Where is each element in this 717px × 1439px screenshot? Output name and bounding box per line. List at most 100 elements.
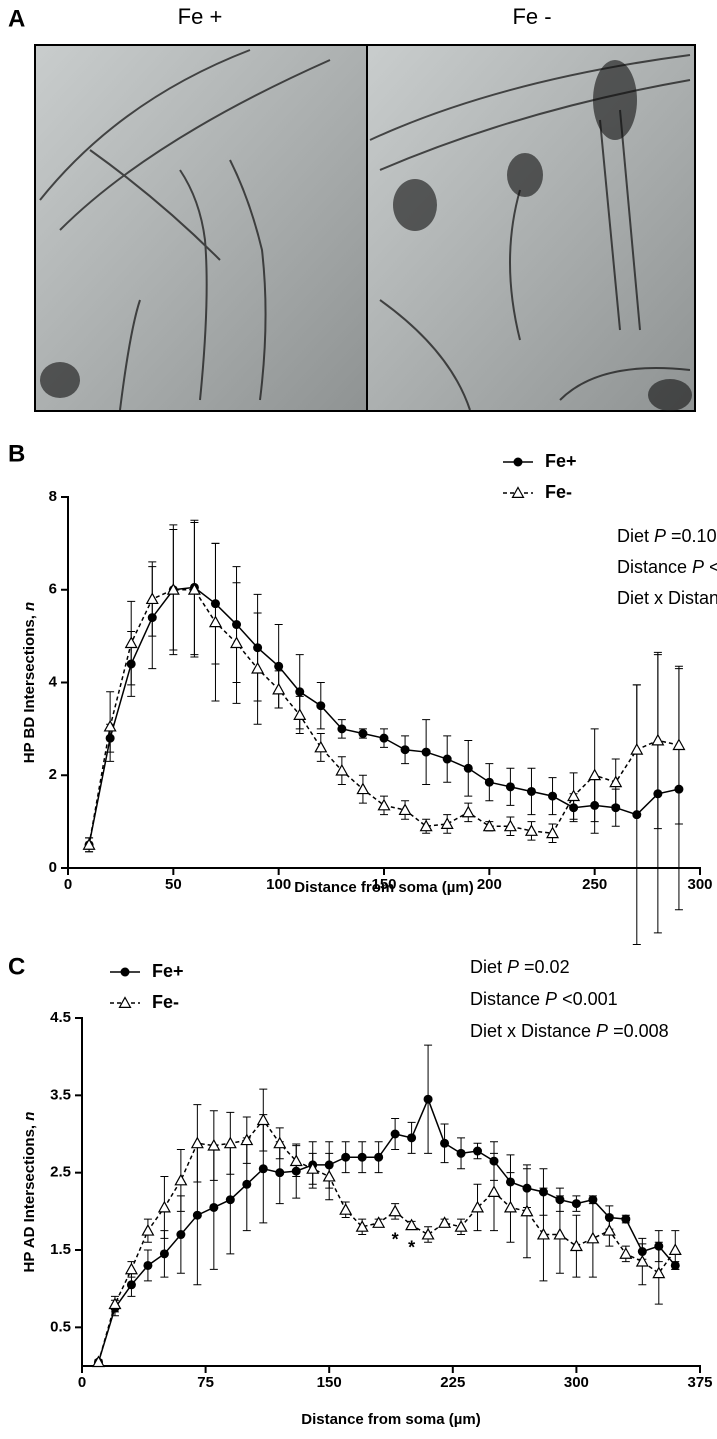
x-tick-label: 75: [197, 1374, 214, 1391]
legend-label: Fe-: [545, 482, 572, 502]
marker: [374, 1152, 384, 1162]
marker: [668, 1243, 682, 1256]
marker: [440, 1138, 450, 1148]
y-axis-label-part: HP BD Intersections,: [21, 611, 38, 763]
legend-label: Fe-: [152, 992, 179, 1012]
y-axis-label-part: n: [21, 602, 38, 611]
marker: [337, 724, 347, 734]
marker: [536, 1227, 550, 1240]
marker: [471, 1200, 485, 1213]
marker: [588, 768, 602, 781]
marker: [520, 1204, 534, 1217]
marker: [335, 763, 349, 776]
marker: [503, 819, 517, 832]
marker: [524, 824, 538, 836]
x-tick-label: 225: [440, 1374, 465, 1391]
marker: [672, 738, 686, 751]
legend-marker: [118, 996, 132, 1009]
annotation: Distance P <0.001: [617, 557, 717, 577]
marker: [571, 1199, 581, 1209]
marker: [357, 1152, 367, 1162]
marker: [438, 1216, 452, 1228]
annotation-part: Diet: [470, 957, 507, 977]
marker: [440, 817, 454, 829]
annotation: Distance P <0.001: [470, 989, 618, 1009]
marker: [225, 1195, 235, 1205]
marker: [322, 1169, 336, 1182]
y-tick-label: 0.5: [50, 1318, 71, 1335]
marker: [505, 782, 515, 792]
marker: [306, 1162, 320, 1174]
annotation-part: P: [596, 1021, 608, 1041]
x-tick-label: 0: [78, 1374, 86, 1391]
marker: [487, 1185, 501, 1198]
annotation-part: =0.02: [519, 957, 570, 977]
marker: [272, 682, 286, 695]
marker: [209, 1202, 219, 1212]
marker: [400, 745, 410, 755]
marker: [124, 636, 138, 649]
y-axis-label-part: n: [21, 1112, 38, 1121]
marker: [91, 1355, 105, 1368]
marker: [398, 803, 412, 816]
marker: [103, 719, 117, 732]
marker: [652, 1266, 666, 1279]
legend-marker: [120, 967, 130, 977]
marker: [275, 1168, 285, 1178]
marker: [630, 743, 644, 755]
marker: [242, 1179, 252, 1189]
marker: [651, 733, 665, 746]
significance-mark: *: [408, 1237, 415, 1257]
legend-marker: [513, 457, 523, 467]
y-axis-label-part: HP AD Intersections,: [21, 1121, 38, 1273]
series-line: [97, 1097, 676, 1363]
annotation: Diet P =0.02: [470, 957, 570, 977]
marker: [192, 1210, 202, 1220]
marker: [289, 1154, 303, 1167]
x-tick-label: 100: [266, 876, 291, 893]
annotation-part: Diet x Distance: [470, 1021, 596, 1041]
marker: [619, 1247, 633, 1259]
marker: [141, 1223, 155, 1236]
marker: [316, 701, 326, 711]
marker: [377, 798, 391, 811]
x-axis-label: Distance from soma (µm): [294, 879, 474, 896]
annotation-part: Diet x Distance: [617, 588, 717, 608]
marker: [358, 729, 368, 739]
marker: [187, 583, 201, 595]
y-tick-label: 6: [49, 581, 57, 598]
marker: [207, 1138, 221, 1151]
marker: [176, 1230, 186, 1240]
annotation-part: =0.008: [608, 1021, 669, 1041]
y-tick-label: 2.5: [50, 1164, 71, 1181]
x-tick-label: 300: [687, 876, 712, 893]
x-tick-label: 150: [317, 1374, 342, 1391]
marker: [124, 1262, 138, 1275]
y-tick-label: 4.5: [50, 1009, 71, 1026]
marker: [126, 1280, 136, 1290]
marker: [407, 1133, 417, 1143]
y-tick-label: 1.5: [50, 1241, 71, 1258]
marker: [456, 1148, 466, 1158]
marker: [635, 1254, 649, 1267]
marker: [621, 1214, 631, 1224]
annotation-part: Distance: [617, 557, 692, 577]
annotation-part: P: [654, 526, 666, 546]
marker: [159, 1249, 169, 1259]
marker: [586, 1231, 600, 1244]
marker: [379, 733, 389, 743]
marker: [258, 1164, 268, 1174]
marker: [473, 1146, 483, 1156]
annotation-part: Diet: [617, 526, 654, 546]
marker: [405, 1218, 419, 1231]
y-tick-label: 2: [49, 766, 57, 783]
marker: [526, 786, 536, 796]
marker: [223, 1136, 237, 1149]
legend-label: Fe+: [545, 451, 577, 471]
marker: [548, 791, 558, 801]
marker: [463, 763, 473, 773]
marker: [190, 1136, 204, 1149]
marker: [230, 636, 244, 649]
marker: [356, 782, 370, 795]
marker: [240, 1133, 254, 1146]
